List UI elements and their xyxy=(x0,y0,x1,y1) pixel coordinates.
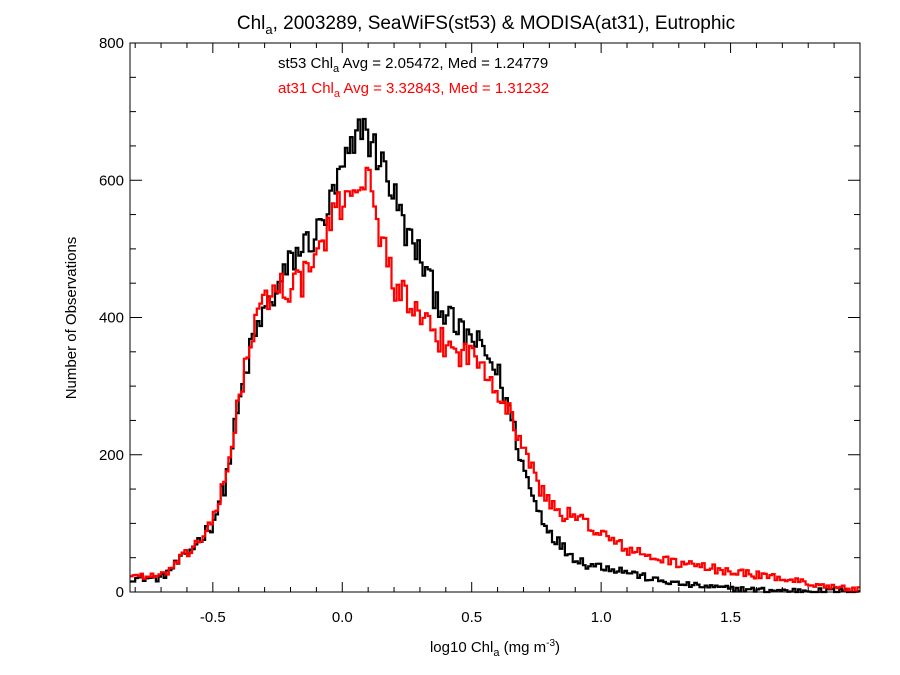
x-tick-label: -0.5 xyxy=(200,609,226,626)
series-layer xyxy=(130,117,860,594)
x-tick-label: 0.5 xyxy=(461,609,482,626)
y-axis-label: Number of Observations xyxy=(63,237,80,400)
y-tick-label: 0 xyxy=(116,584,124,601)
x-tick-label: 1.5 xyxy=(720,609,741,626)
y-tick-label: 800 xyxy=(99,35,124,52)
tick-layer: -0.5 0.0 0.5 1.0 1.5 0 200 400 600 800 xyxy=(99,35,860,626)
plot-frame xyxy=(129,42,861,593)
series-label-st53: st53 Chla Avg = 2.05472, Med = 1.24779 xyxy=(278,55,548,75)
y-tick-label: 600 xyxy=(99,172,124,189)
series-label-at31: at31 Chla Avg = 3.32843, Med = 1.31232 xyxy=(278,80,549,100)
series-line-st53 xyxy=(130,117,860,594)
y-tick-label: 200 xyxy=(99,447,124,464)
series-line-at31 xyxy=(130,166,860,593)
x-tick-label: 1.0 xyxy=(591,609,612,626)
y-tick-label: 400 xyxy=(99,310,124,327)
x-axis-label: log10 Chla (mg m-3) xyxy=(430,638,560,659)
x-tick-label: 0.0 xyxy=(332,609,353,626)
chart-title: Chla, 2003289, SeaWiFS(st53) & MODISA(at… xyxy=(237,13,735,37)
